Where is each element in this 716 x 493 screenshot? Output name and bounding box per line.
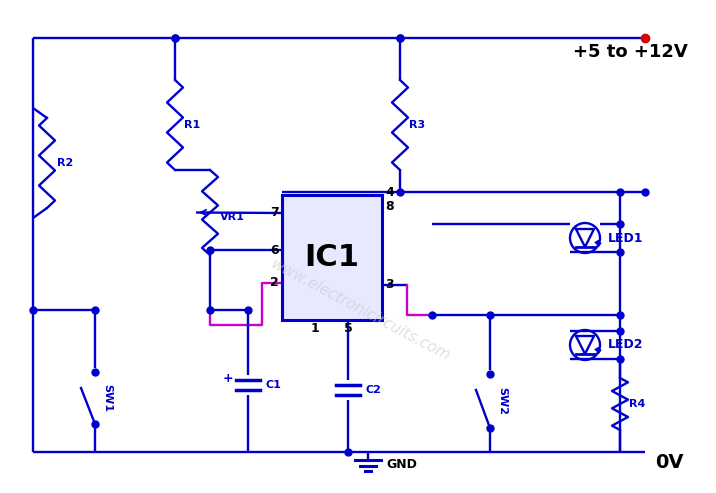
Text: SW1: SW1 — [102, 384, 112, 412]
Text: www.electronicircuits.com: www.electronicircuits.com — [268, 256, 453, 364]
Text: 0V: 0V — [655, 453, 684, 471]
FancyBboxPatch shape — [282, 195, 382, 320]
Text: LED1: LED1 — [608, 232, 644, 245]
Text: 7: 7 — [270, 207, 279, 219]
Text: +5 to +12V: +5 to +12V — [573, 43, 688, 61]
Text: C1: C1 — [265, 380, 281, 390]
Text: 5: 5 — [344, 322, 352, 335]
Text: IC1: IC1 — [304, 243, 359, 272]
Text: 3: 3 — [385, 279, 394, 291]
Text: +: + — [223, 372, 233, 385]
Text: 4: 4 — [385, 185, 394, 199]
Text: 2: 2 — [270, 277, 279, 289]
Text: 6: 6 — [271, 244, 279, 256]
Text: SW2: SW2 — [497, 387, 507, 415]
Text: LED2: LED2 — [608, 339, 644, 352]
Text: R2: R2 — [57, 158, 73, 168]
Text: R4: R4 — [629, 399, 645, 409]
Text: 8: 8 — [385, 200, 394, 213]
Text: VR1: VR1 — [220, 212, 245, 222]
Text: GND: GND — [386, 458, 417, 470]
Text: R3: R3 — [409, 120, 425, 130]
Text: C2: C2 — [365, 385, 381, 395]
Text: 1: 1 — [311, 322, 319, 335]
Text: R1: R1 — [184, 120, 200, 130]
